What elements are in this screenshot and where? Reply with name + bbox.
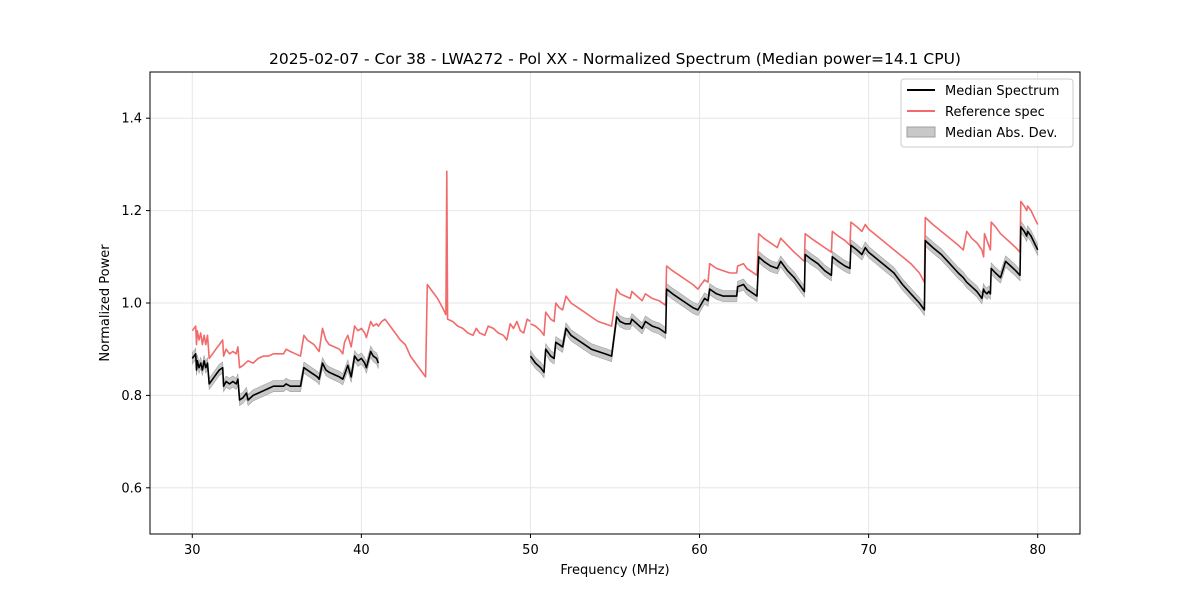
y-tick-label: 0.6	[121, 481, 142, 496]
legend-swatch-mad	[906, 126, 936, 138]
y-axis-label: Normalized Power	[98, 244, 113, 362]
x-tick-label: 50	[522, 543, 539, 558]
x-axis-ticks: 30 40 50 60 70 80	[184, 534, 1046, 558]
legend-label-median: Median Spectrum	[945, 84, 1059, 99]
legend-label-mad: Median Abs. Dev.	[945, 126, 1057, 141]
median-spectrum-line	[191, 350, 380, 401]
y-tick-label: 1.4	[121, 112, 142, 127]
x-tick-label: 30	[184, 543, 201, 558]
reference-spectrum-line	[530, 200, 1039, 337]
y-tick-label: 1.0	[121, 297, 142, 312]
x-tick-label: 60	[691, 543, 708, 558]
mad-band	[530, 220, 1038, 379]
x-tick-label: 70	[860, 543, 877, 558]
median-spectrum-layer	[191, 226, 1039, 401]
reference-spectrum-line	[191, 170, 531, 378]
chart-title: 2025-02-07 - Cor 38 - LWA272 - Pol XX - …	[269, 50, 961, 68]
y-axis-ticks: 0.6 0.8 1.0 1.2 1.4	[121, 112, 150, 496]
x-tick-label: 40	[353, 543, 370, 558]
legend-label-reference: Reference spec	[945, 105, 1045, 120]
x-tick-label: 80	[1029, 543, 1046, 558]
reference-spectrum-layer	[191, 170, 1039, 378]
x-axis-label: Frequency (MHz)	[560, 563, 669, 578]
legend-box	[900, 78, 1074, 148]
legend: Median Spectrum Reference spec Median Ab…	[900, 78, 1074, 148]
median-spectrum-line	[529, 226, 1039, 374]
y-tick-label: 1.2	[121, 204, 142, 219]
y-tick-label: 0.8	[121, 389, 142, 404]
